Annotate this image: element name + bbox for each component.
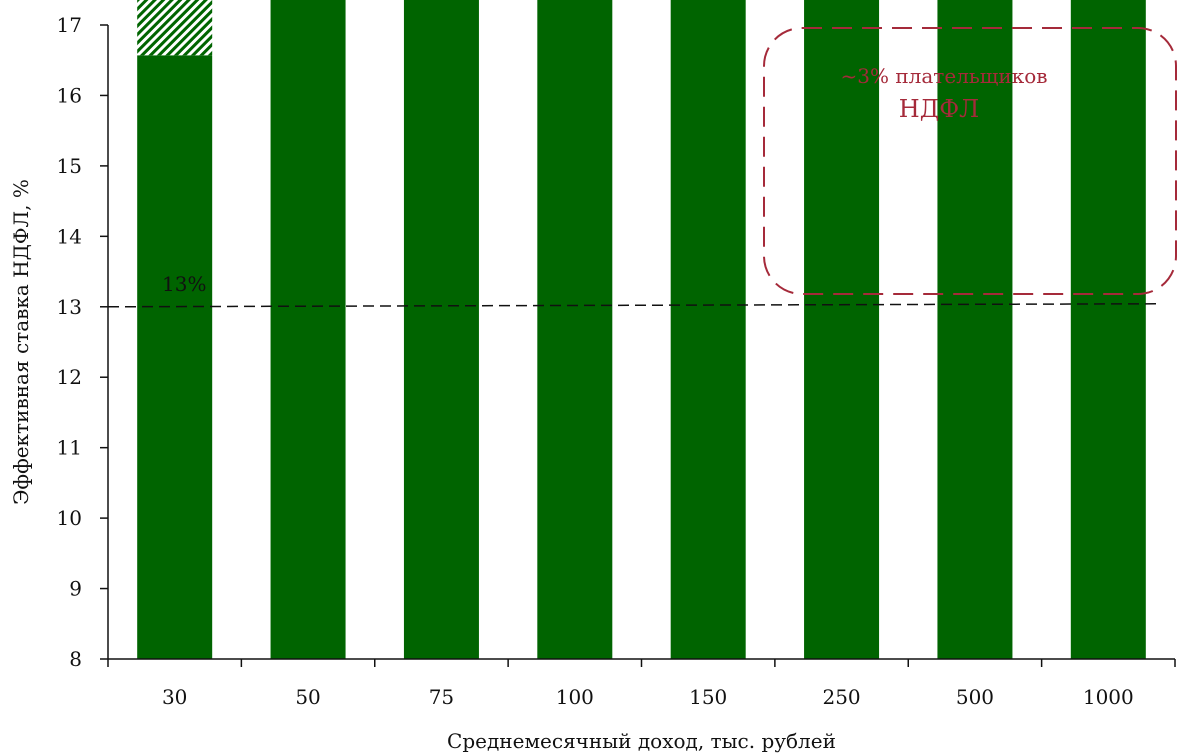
y-tick-label-11: 11 (57, 436, 82, 460)
x-tick-label-1000: 1000 (1083, 685, 1134, 709)
x-axis-title: Среднемесячный доход, тыс. рублей (447, 729, 836, 753)
y-tick-label-15: 15 (57, 154, 82, 178)
axes-group: 8 9 10 11 12 13 14 15 16 17 30 50 75 100 150 250 500 1000 (57, 13, 1176, 709)
x-tick-label-500: 500 (956, 685, 994, 709)
y-axis-title: Эффективная ставка НДФЛ, % (9, 179, 33, 505)
y-tick-label-12: 12 (57, 365, 82, 389)
bar-30-segment-1 (137, 55, 213, 660)
x-tick-label-75: 75 (429, 685, 454, 709)
reference-line-label: 13% (162, 272, 206, 296)
y-tick-label-9: 9 (69, 577, 82, 601)
reference-line-13 (107, 303, 1161, 308)
bar-50-segment-1 (270, 0, 346, 660)
bar-250-segment-1 (804, 0, 880, 660)
bar-100-segment-1 (537, 0, 613, 660)
y-tick-label-16: 16 (57, 83, 82, 107)
x-tick-label-50: 50 (295, 685, 320, 709)
bar-75-segment-1 (403, 0, 479, 659)
bar-500-segment-1 (937, 0, 1013, 660)
x-tick-label-30: 30 (162, 685, 187, 709)
reference-line-group: 13% (107, 272, 1161, 308)
x-tick-label-150: 150 (689, 685, 727, 709)
bar-30-segment-2 (137, 0, 213, 56)
bars-group (137, 0, 1146, 660)
y-tick-label-17: 17 (57, 13, 82, 37)
annotation-line-2: НДФЛ (899, 95, 979, 123)
y-tick-label-14: 14 (57, 224, 82, 248)
y-tick-label-13: 13 (57, 295, 82, 319)
annotation-group: ~3% плательщиков НДФЛ (763, 27, 1177, 295)
annotation-box (763, 27, 1177, 295)
y-tick-label-10: 10 (57, 506, 82, 530)
bar-1000-segment-1 (1070, 0, 1146, 660)
x-tick-label-100: 100 (556, 685, 594, 709)
annotation-line-1: ~3% плательщиков (840, 64, 1047, 88)
x-tick-label-250: 250 (822, 685, 860, 709)
bar-150-segment-1 (670, 0, 746, 660)
y-tick-label-8: 8 (69, 647, 82, 671)
